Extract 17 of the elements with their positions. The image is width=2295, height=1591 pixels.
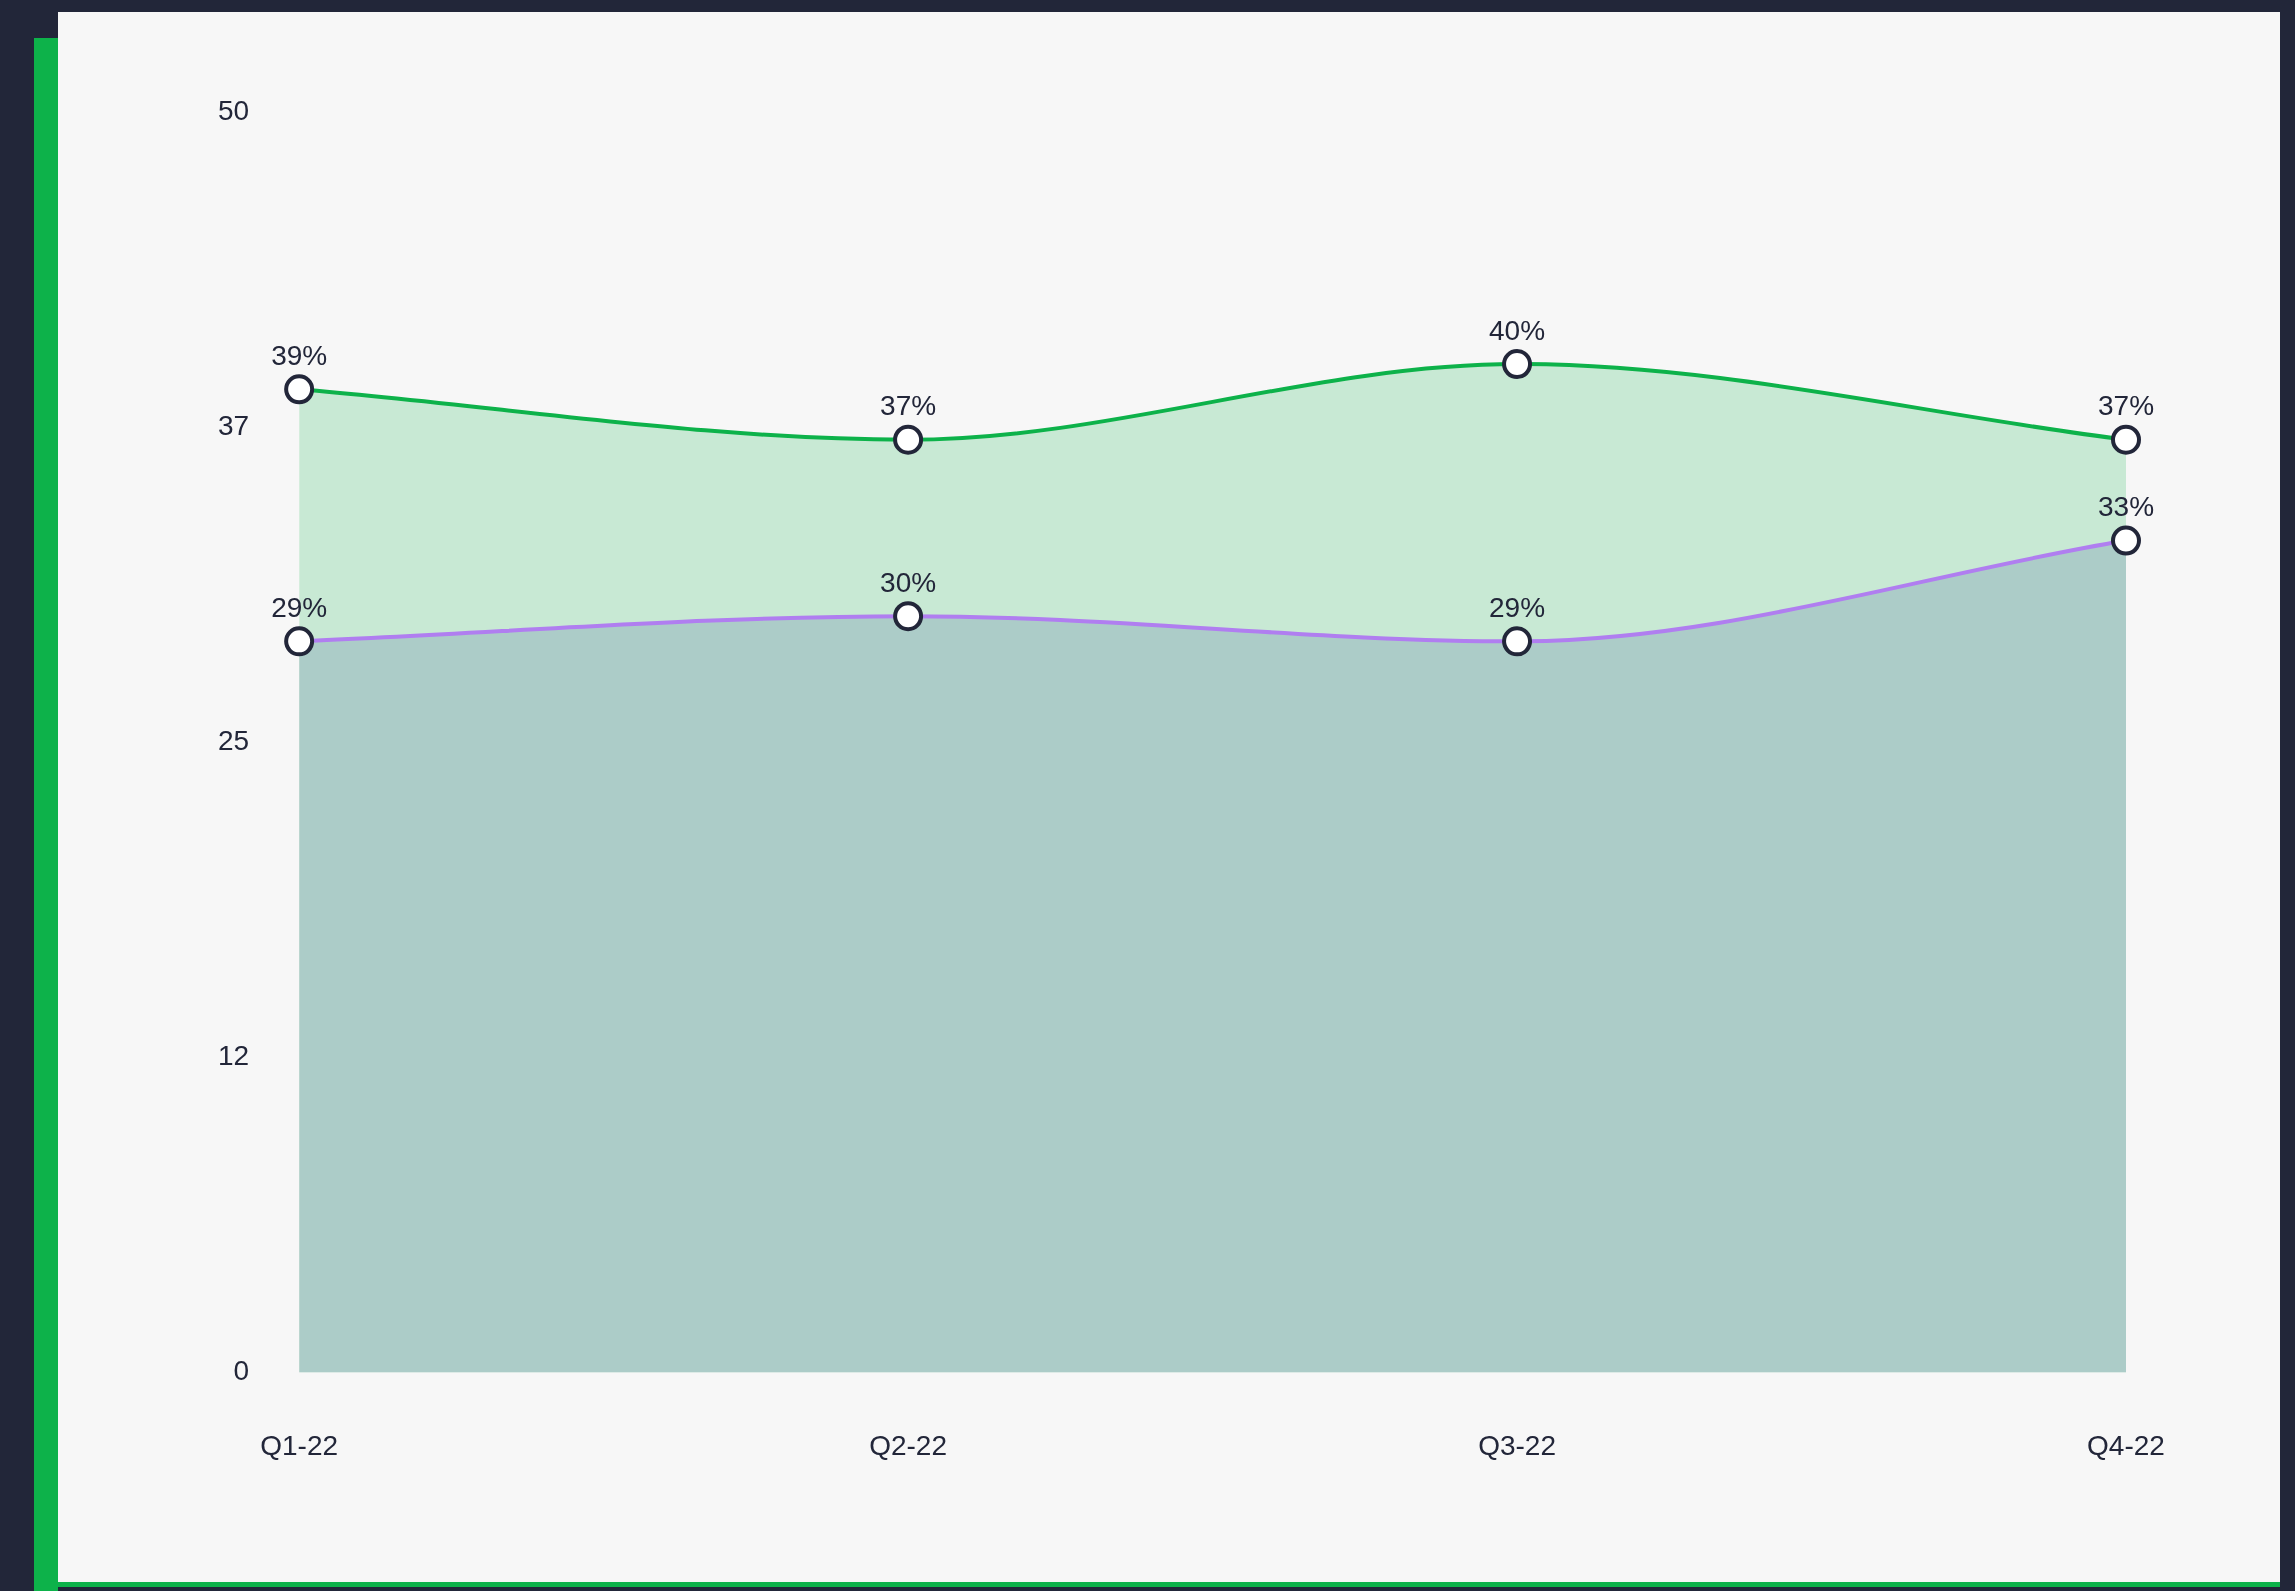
data-label: 37% <box>880 390 937 422</box>
data-label: 40% <box>1489 314 1546 346</box>
y-tick-label: 25 <box>217 724 250 756</box>
x-tick-label: Q1-22 <box>260 1429 339 1461</box>
x-tick-label: Q2-22 <box>869 1429 948 1461</box>
data-label: 29% <box>271 592 328 624</box>
data-label: 37% <box>2097 390 2155 422</box>
y-tick-label: 50 <box>217 94 250 126</box>
data-label: 33% <box>2097 491 2155 523</box>
y-tick-label: 0 <box>233 1355 250 1387</box>
y-tick-label: 37 <box>217 409 250 441</box>
data-label: 29% <box>1489 592 1546 624</box>
x-tick-label: Q4-22 <box>2087 1429 2165 1461</box>
data-label: 39% <box>271 340 328 372</box>
y-tick-label: 12 <box>217 1040 250 1072</box>
data-label: 30% <box>880 566 937 598</box>
x-tick-label: Q3-22 <box>1478 1429 1556 1461</box>
